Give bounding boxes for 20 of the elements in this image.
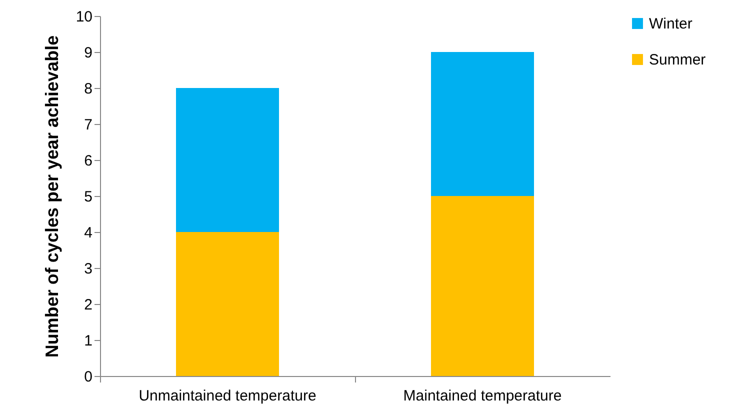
x-tick-label: Unmaintained temperature [138,388,316,404]
y-tick-label: 2 [84,296,92,314]
y-tick-label: 4 [84,224,92,242]
x-tick-label: Maintained temperature [403,388,562,404]
bar [431,52,534,196]
y-tick-label: 1 [84,332,92,350]
bar [176,88,279,232]
bar [431,196,534,376]
bar [176,232,279,376]
y-tick-label: 0 [84,368,92,386]
y-tick-label: 7 [84,116,92,134]
y-axis-title: Number of cycles per year achievable [42,35,62,358]
y-tick-label: 3 [84,260,92,278]
y-tick-label: 9 [84,44,92,62]
y-tick-label: 6 [84,152,92,170]
y-tick-label: 8 [84,80,92,98]
legend-label: Summer [649,52,706,68]
legend-label: Winter [649,16,692,32]
y-tick-label: 10 [76,8,92,26]
y-tick-label: 5 [84,188,92,206]
